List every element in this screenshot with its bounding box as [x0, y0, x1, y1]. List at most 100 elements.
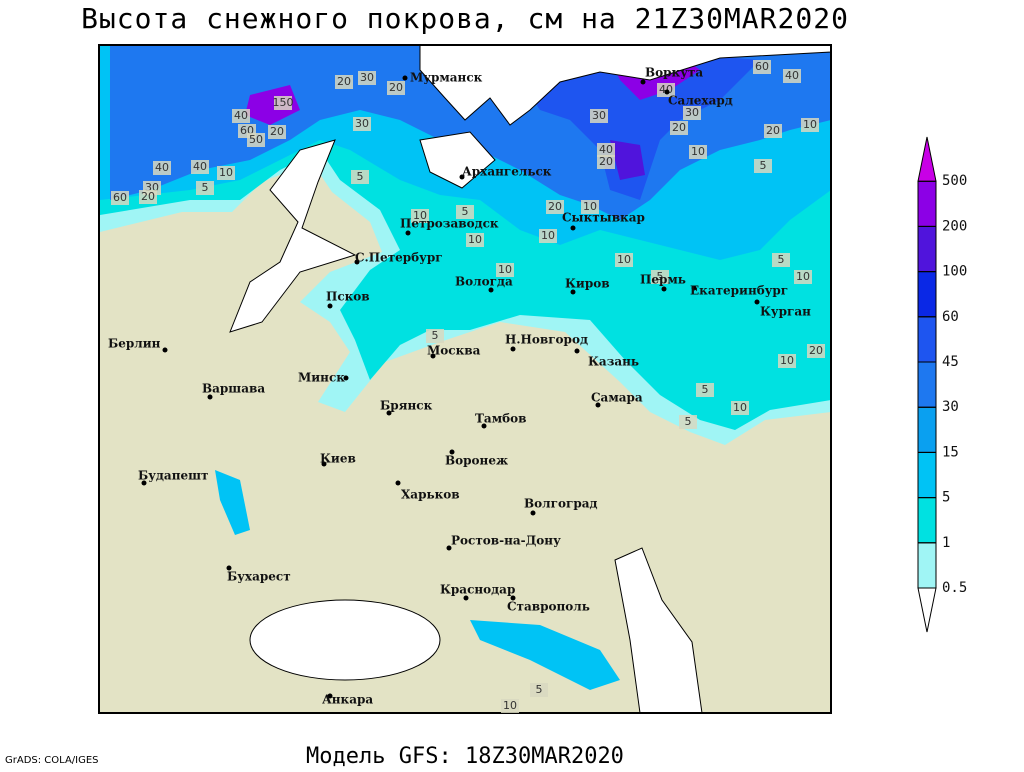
contour-label: 30 — [685, 106, 699, 119]
snow-zone — [470, 620, 620, 690]
snow-zone — [215, 470, 250, 535]
colorbar-label: 500 — [942, 173, 967, 189]
contour-label-box — [615, 253, 633, 267]
city-label: Мурманск — [410, 71, 483, 85]
city-label: Анкара — [322, 693, 373, 707]
contour-label-box — [778, 354, 796, 368]
colorbar-label: 30 — [942, 399, 959, 415]
contour-label-box — [247, 133, 265, 147]
city-label: Харьков — [401, 488, 460, 502]
city-label: Брянск — [380, 399, 433, 413]
contour-label: 150 — [273, 96, 294, 109]
snow-zone — [610, 140, 645, 180]
city-dot — [595, 402, 601, 408]
snow-zone — [245, 85, 300, 125]
city-dot — [570, 225, 576, 231]
contour-label: 20 — [548, 200, 562, 213]
city-dot — [574, 348, 580, 354]
contour-label: 5 — [702, 383, 709, 396]
contour-label: 5 — [202, 181, 209, 194]
contour-label: 30 — [360, 71, 374, 84]
sea — [614, 547, 703, 714]
city-dot — [226, 565, 232, 571]
city-label: Пермь — [640, 273, 686, 287]
colorbar-label: 45 — [942, 354, 959, 370]
city-label: Архангельск — [462, 165, 552, 179]
contour-label-box — [651, 270, 669, 284]
contour-label-box — [387, 81, 405, 95]
contour-label: 10 — [617, 253, 631, 266]
contour-label-box — [670, 121, 688, 135]
contour-label: 60 — [113, 191, 127, 204]
city-label: Тамбов — [475, 412, 526, 426]
contour-label-box — [274, 96, 292, 110]
contour-label-box — [679, 415, 697, 429]
colorbar-label: 100 — [942, 264, 967, 280]
contour-label-box — [501, 699, 519, 713]
city-label: Москва — [427, 344, 481, 358]
city-dot — [459, 174, 465, 180]
city-dot — [386, 410, 392, 416]
credit: GrADS: COLA/IGES — [5, 755, 99, 766]
contour-label-box — [597, 155, 615, 169]
city-dot — [754, 299, 760, 305]
contour-label-box — [581, 200, 599, 214]
city-label: Бухарест — [227, 570, 291, 584]
colorbar-segment — [917, 542, 937, 589]
contour-label-box — [456, 205, 474, 219]
city-label: Ставрополь — [507, 600, 590, 614]
contour-label-box — [191, 160, 209, 174]
contour-label: 10 — [498, 263, 512, 276]
colorbar-label: 15 — [942, 444, 959, 460]
city-dot — [530, 510, 536, 516]
city-label: Казань — [588, 355, 639, 369]
contour-label: 10 — [803, 118, 817, 131]
contour-label-box — [597, 143, 615, 157]
city-label: Краснодар — [440, 583, 515, 597]
sea — [419, 44, 832, 126]
city-label: Вологда — [455, 275, 513, 289]
contour-label: 40 — [599, 143, 613, 156]
contour-label: 10 — [541, 229, 555, 242]
contour-label-box — [466, 233, 484, 247]
contour-label-box — [696, 383, 714, 397]
colorbar-segment — [917, 361, 937, 408]
contour-label: 40 — [785, 69, 799, 82]
city-label: Сыктывкар — [562, 211, 645, 225]
contour-label-box — [539, 229, 557, 243]
contour-label-box — [546, 200, 564, 214]
contour-label: 10 — [733, 401, 747, 414]
snow-zone — [520, 55, 760, 200]
city-label: Н.Новгород — [505, 333, 588, 347]
city-label: С.Петербург — [355, 251, 443, 265]
city-dot — [488, 287, 494, 293]
contour-label: 60 — [755, 60, 769, 73]
contour-label-box — [232, 109, 250, 123]
contour-label: 10 — [219, 166, 233, 179]
contour-label: 20 — [766, 124, 780, 137]
contour-label: 20 — [672, 121, 686, 134]
contour-label-box — [683, 106, 701, 120]
contour-label-box — [268, 125, 286, 139]
colorbar-segment — [917, 271, 937, 318]
contour-label-box — [496, 263, 514, 277]
city-label: Курган — [760, 305, 811, 319]
colorbar-segment — [917, 225, 937, 273]
city-dot — [446, 545, 452, 551]
city-dot — [354, 259, 360, 265]
colorbar-triangle — [917, 587, 937, 633]
contour-label: 10 — [583, 200, 597, 213]
city-dot — [395, 480, 401, 486]
city-label: Киров — [565, 277, 610, 291]
contour-label-box — [353, 117, 371, 131]
contour-label: 20 — [270, 125, 284, 138]
city-dot — [661, 286, 667, 292]
contour-label-box — [801, 118, 819, 132]
sea — [229, 139, 357, 333]
city-label: Киев — [320, 452, 356, 466]
title: Высота снежного покрова, см на 21Z30MAR2… — [81, 2, 849, 35]
contour-label: 5 — [778, 253, 785, 266]
city-dot — [640, 79, 646, 85]
